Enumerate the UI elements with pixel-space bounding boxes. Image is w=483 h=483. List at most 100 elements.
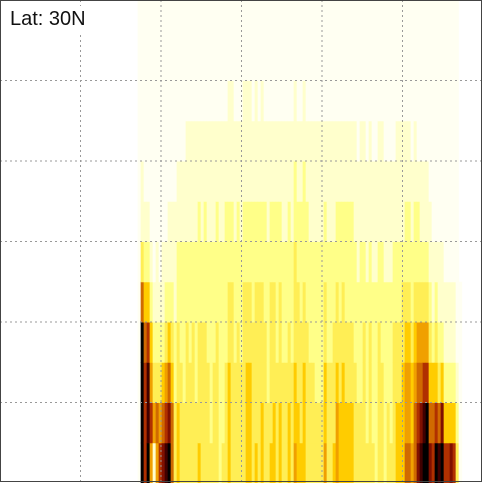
heatmap-cell bbox=[230, 281, 235, 323]
heatmap-cell bbox=[314, 241, 319, 283]
heatmap-cell bbox=[329, 442, 334, 483]
heatmap-cell bbox=[152, 442, 157, 483]
heatmap-cell bbox=[419, 402, 424, 444]
heatmap-cell bbox=[194, 161, 199, 202]
heatmap-cell bbox=[143, 281, 148, 323]
heatmap-cell bbox=[215, 281, 220, 323]
heatmap-cell bbox=[194, 402, 199, 444]
heatmap-cell bbox=[404, 281, 409, 323]
heatmap-cell bbox=[344, 322, 349, 363]
heatmap-cell bbox=[353, 80, 358, 122]
heatmap-cell bbox=[176, 402, 181, 444]
heatmap-cell bbox=[356, 161, 361, 202]
heatmap-cell bbox=[233, 201, 238, 242]
heatmap-cell bbox=[143, 201, 148, 242]
heatmap-cell bbox=[236, 322, 241, 363]
heatmap-cell bbox=[143, 161, 148, 202]
heatmap-cell bbox=[197, 80, 202, 122]
heatmap-cell bbox=[452, 402, 457, 444]
heatmap-cell bbox=[170, 362, 175, 403]
heatmap-cell bbox=[260, 201, 265, 242]
heatmap-cell bbox=[269, 40, 274, 81]
heatmap-cell bbox=[416, 362, 421, 403]
heatmap-cell bbox=[158, 402, 163, 444]
heatmap-cell bbox=[281, 201, 286, 242]
heatmap-cell bbox=[182, 281, 187, 323]
heatmap-cell bbox=[242, 241, 247, 283]
heatmap-cell bbox=[386, 80, 391, 122]
heatmap-cell bbox=[350, 120, 355, 162]
heatmap-cell bbox=[173, 442, 178, 483]
heatmap-cell bbox=[230, 362, 235, 403]
heatmap-cell bbox=[302, 442, 307, 483]
heatmap-cell bbox=[302, 80, 307, 122]
heatmap-cell bbox=[164, 241, 169, 283]
heatmap-cell bbox=[344, 442, 349, 483]
heatmap-cell bbox=[194, 322, 199, 363]
heatmap-cell bbox=[281, 161, 286, 202]
heatmap-cell bbox=[434, 281, 439, 323]
heatmap-cell bbox=[305, 80, 310, 122]
heatmap-cell bbox=[401, 402, 406, 444]
heatmap-cell bbox=[419, 241, 424, 283]
heatmap-cell bbox=[425, 442, 430, 483]
heatmap-cell bbox=[311, 241, 316, 283]
heatmap-cell bbox=[284, 362, 289, 403]
heatmap-cell bbox=[389, 402, 394, 444]
heatmap-cell bbox=[407, 322, 412, 363]
heatmap-cell bbox=[341, 322, 346, 363]
heatmap-cell bbox=[191, 442, 196, 483]
heatmap-cell bbox=[377, 402, 382, 444]
heatmap-cell bbox=[164, 201, 169, 242]
heatmap-cell bbox=[293, 161, 298, 202]
heatmap-cell bbox=[386, 322, 391, 363]
heatmap-cell bbox=[389, 241, 394, 283]
heatmap-cell bbox=[284, 322, 289, 363]
heatmap-cell bbox=[371, 281, 376, 323]
heatmap-cell bbox=[383, 322, 388, 363]
heatmap-cell bbox=[179, 362, 184, 403]
heatmap-cell bbox=[320, 322, 325, 363]
heatmap-cell bbox=[386, 362, 391, 403]
heatmap-cell bbox=[341, 442, 346, 483]
heatmap-cell bbox=[332, 281, 337, 323]
heatmap-cell bbox=[185, 442, 190, 483]
heatmap-cell bbox=[224, 281, 229, 323]
heatmap-cell bbox=[263, 281, 268, 323]
heatmap-cell bbox=[386, 241, 391, 283]
heatmap-cell bbox=[422, 161, 427, 202]
heatmap-cell bbox=[365, 402, 370, 444]
heatmap-cell bbox=[218, 281, 223, 323]
heatmap-cell bbox=[314, 281, 319, 323]
heatmap-cell bbox=[236, 362, 241, 403]
heatmap-cell bbox=[203, 281, 208, 323]
heatmap-cell bbox=[347, 362, 352, 403]
heatmap-cell bbox=[308, 161, 313, 202]
heatmap-cell bbox=[179, 161, 184, 202]
heatmap-cell bbox=[347, 201, 352, 242]
heatmap-cell bbox=[410, 201, 415, 242]
heatmap-cell bbox=[185, 402, 190, 444]
heatmap-cell bbox=[164, 362, 169, 403]
heatmap-cell bbox=[305, 362, 310, 403]
heatmap-cell bbox=[161, 322, 166, 363]
heatmap-cell bbox=[428, 201, 433, 242]
heatmap-cell bbox=[179, 442, 184, 483]
heatmap-cell bbox=[308, 201, 313, 242]
heatmap-cell bbox=[404, 241, 409, 283]
heatmap-cell bbox=[302, 322, 307, 363]
heatmap-cell bbox=[353, 281, 358, 323]
heatmap-cell bbox=[458, 322, 463, 363]
heatmap-cell bbox=[350, 362, 355, 403]
heatmap-cell bbox=[311, 442, 316, 483]
heatmap-cell bbox=[446, 402, 451, 444]
heatmap-cell bbox=[143, 322, 148, 363]
heatmap-cell bbox=[206, 402, 211, 444]
heatmap-cell bbox=[269, 80, 274, 122]
heatmap-cell bbox=[359, 402, 364, 444]
heatmap-cell bbox=[209, 322, 214, 363]
heatmap-cell bbox=[233, 80, 238, 122]
heatmap-cell bbox=[362, 120, 367, 162]
heatmap-cell bbox=[200, 322, 205, 363]
heatmap-cell bbox=[419, 161, 424, 202]
